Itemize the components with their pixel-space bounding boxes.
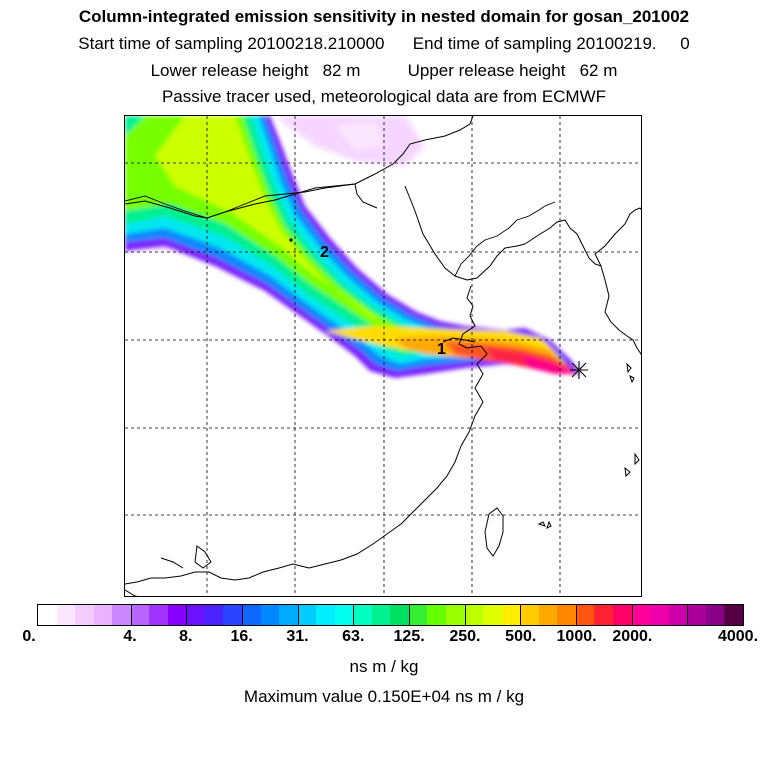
- colorbar-tick-label: 125.: [393, 628, 425, 645]
- colorbar-tick-label: 250.: [449, 628, 481, 645]
- colorbar-segment: [75, 605, 94, 625]
- colorbar-tick-label: 16.: [230, 628, 253, 645]
- country-borders: [125, 183, 556, 277]
- source-point-marker: [289, 238, 293, 242]
- colorbar-segment: [130, 605, 150, 625]
- sensitivity-map: 2 1: [124, 115, 642, 597]
- colorbar-segment: [705, 605, 725, 625]
- colorbar-segment: [427, 605, 447, 625]
- map-label-1: 1: [437, 341, 446, 358]
- colorbar: [37, 604, 744, 626]
- colorbar-segment: [408, 605, 428, 625]
- colorbar-divider: [353, 605, 355, 625]
- colorbar-segment: [650, 605, 669, 625]
- colorbar-divider: [687, 605, 689, 625]
- colorbar-segment: [520, 605, 539, 625]
- colorbar-segment: [242, 605, 261, 625]
- colorbar-segment: [483, 605, 502, 625]
- colorbar-tick-label: 4.: [123, 628, 137, 645]
- release-height-line: Lower release height 82 m Upper release …: [150, 61, 618, 80]
- maximum-value-label: Maximum value 0.150E+04 ns m / kg: [243, 687, 525, 706]
- colorbar-tick-labels: 0. 4. 8. 16. 31. 63. 125. 250. 500. 1000. 2000. 400…: [0, 628, 768, 650]
- colorbar-tick-label: 8.: [179, 628, 193, 645]
- colorbar-segment: [112, 605, 131, 625]
- colorbar-divider: [631, 605, 633, 625]
- colorbar-segment: [687, 605, 706, 625]
- colorbar-segment: [279, 605, 298, 625]
- sensitivity-plume: [125, 116, 580, 378]
- colorbar-tick-label: 2000.: [612, 628, 653, 645]
- colorbar-segment: [316, 605, 335, 625]
- map-canvas: 2 1: [125, 116, 641, 596]
- colorbar-divider: [242, 605, 244, 625]
- colorbar-segment: [501, 605, 521, 625]
- colorbar-segment: [56, 605, 76, 625]
- graticule: [125, 116, 641, 596]
- colorbar-segment: [38, 605, 57, 625]
- colorbar-divider: [297, 605, 299, 625]
- colorbar-tick-label: 0.: [22, 628, 36, 645]
- colorbar-segment: [93, 605, 113, 625]
- colorbar-divider: [520, 605, 522, 625]
- colorbar-segment: [371, 605, 391, 625]
- colorbar-tick-label: 31.: [286, 628, 309, 645]
- colorbar-tick-label: 1000.: [556, 628, 597, 645]
- colorbar-segment: [353, 605, 372, 625]
- colorbar-tick-label: 4000.: [717, 628, 759, 645]
- colorbar-segment: [612, 605, 632, 625]
- colorbar-segment: [594, 605, 613, 625]
- colorbar-segment: [390, 605, 409, 625]
- colorbar-segment: [223, 605, 243, 625]
- colorbar-tick-label: 63.: [342, 628, 365, 645]
- colorbar-divider: [186, 605, 188, 625]
- colorbar-segment: [538, 605, 558, 625]
- colorbar-segment: [334, 605, 354, 625]
- colorbar-segment: [204, 605, 224, 625]
- colorbar-units: ns m / kg: [349, 657, 419, 676]
- colorbar-divider: [409, 605, 411, 625]
- asterisk-icon: [570, 361, 588, 379]
- figure-title: Column-integrated emission sensitivity i…: [78, 7, 690, 26]
- colorbar-segment: [149, 605, 168, 625]
- colorbar-segment: [557, 605, 576, 625]
- colorbar-divider: [576, 605, 578, 625]
- colorbar-segment: [464, 605, 484, 625]
- colorbar-segment: [724, 605, 743, 625]
- colorbar-segment: [297, 605, 317, 625]
- colorbar-segment: [668, 605, 688, 625]
- map-label-2: 2: [320, 244, 329, 261]
- sampling-time-line: Start time of sampling 20100218.210000 E…: [78, 34, 690, 53]
- colorbar-segment: [575, 605, 595, 625]
- colorbar-divider: [464, 605, 466, 625]
- colorbar-segment: [446, 605, 465, 625]
- tracer-info-line: Passive tracer used, meteorological data…: [161, 87, 607, 106]
- colorbar-divider: [130, 605, 132, 625]
- colorbar-segment: [631, 605, 651, 625]
- colorbar-segment: [167, 605, 187, 625]
- coastlines: [125, 116, 641, 596]
- colorbar-tick-label: 500.: [505, 628, 537, 645]
- colorbar-segment: [260, 605, 280, 625]
- colorbar-segment: [186, 605, 205, 625]
